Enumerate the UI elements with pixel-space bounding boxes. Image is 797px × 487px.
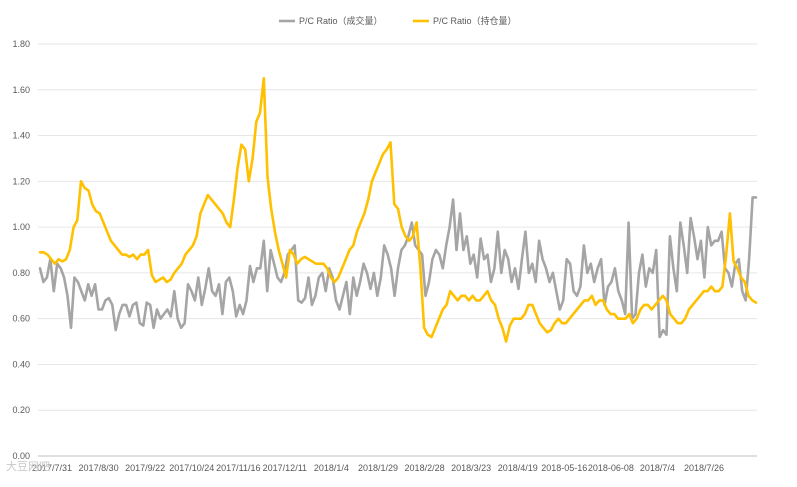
y-tick-label: 0.20 xyxy=(12,405,30,415)
legend: P/C Ratio（成交量） P/C Ratio（持仓量） xyxy=(279,15,517,26)
x-tick-label: 2018/7/4 xyxy=(640,463,675,473)
series-lines xyxy=(38,77,758,343)
x-axis-tick-labels: 2017/7/31 2017/8/30 2017/9/22 2017/10/24 201… xyxy=(32,463,724,473)
gridlines xyxy=(38,43,757,457)
x-tick-label: 2018/3/23 xyxy=(451,463,491,473)
x-tick-label: 2018-06-08 xyxy=(588,463,634,473)
x-tick-label: 2018-05-16 xyxy=(541,463,587,473)
y-tick-label: 0.00 xyxy=(12,451,30,461)
y-tick-label: 0.80 xyxy=(12,268,30,278)
series-line-2 xyxy=(38,77,758,343)
y-tick-label: 0.60 xyxy=(12,314,30,324)
y-tick-label: 1.80 xyxy=(12,39,30,49)
x-tick-label: 2018/7/26 xyxy=(684,463,724,473)
y-tick-label: 1.20 xyxy=(12,176,30,186)
x-tick-label: 2017/12/11 xyxy=(263,463,307,473)
y-tick-label: 1.40 xyxy=(12,131,30,141)
legend-label: P/C Ratio（持仓量） xyxy=(433,15,517,26)
watermark: 大豆网吧 xyxy=(6,461,50,473)
y-tick-label: 1.00 xyxy=(12,222,30,232)
x-tick-label: 2018/2/28 xyxy=(405,463,445,473)
y-tick-label: 1.60 xyxy=(12,85,30,95)
x-tick-label: 2017/9/22 xyxy=(125,463,165,473)
x-tick-label: 2017/11/16 xyxy=(216,463,260,473)
x-tick-label: 2018/1/29 xyxy=(358,463,398,473)
x-tick-label: 2017/7/31 xyxy=(32,463,72,473)
x-tick-label: 2018/1/4 xyxy=(314,463,349,473)
legend-label: P/C Ratio（成交量） xyxy=(299,15,383,26)
x-tick-label: 2018/4/19 xyxy=(498,463,538,473)
series-line-1 xyxy=(38,196,758,339)
y-axis-tick-labels: 0.00 0.20 0.40 0.60 0.80 1.00 1.20 1.40 1.60 1.80 xyxy=(12,39,30,461)
y-tick-label: 0.40 xyxy=(12,359,30,369)
x-tick-label: 2017/10/24 xyxy=(169,463,214,473)
x-tick-label: 2017/8/30 xyxy=(79,463,119,473)
